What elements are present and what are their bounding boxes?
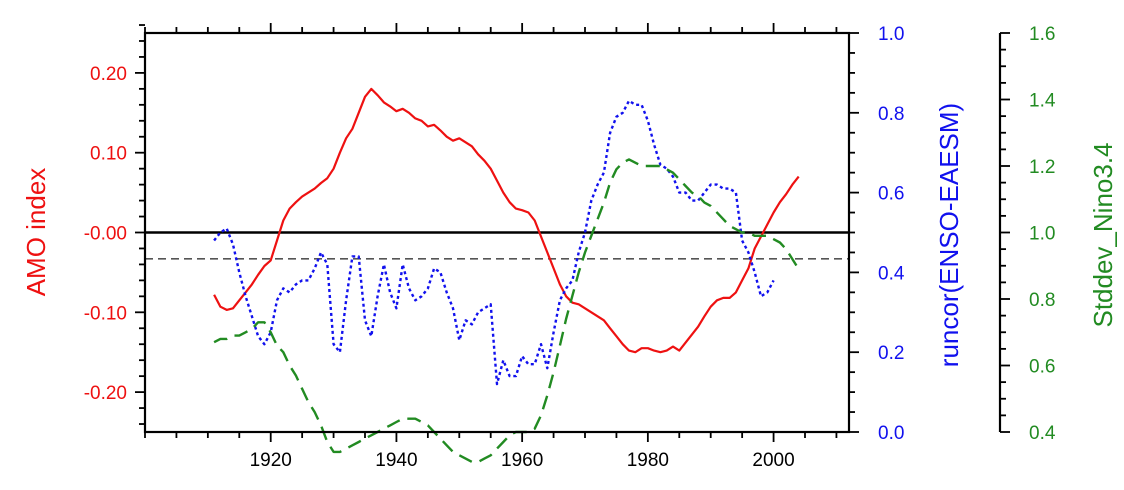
right-axis-runcor-title: runcor(ENSO-EAESM) [934,103,964,367]
right2-tick-label: 0.4 [1029,423,1056,444]
right2-tick-label: 1.2 [1029,157,1055,178]
right1-tick-label: 0.8 [878,104,904,125]
right1-tick-label: 0.4 [878,263,905,284]
x-tick-label: 1980 [627,450,669,471]
right1-tick-label: 1.0 [878,24,904,45]
left-axis: 0.20 0.10 -0.00 -0.10 -0.20 [84,24,145,425]
x-tick-label: 1920 [250,450,292,471]
right2-tick-label: 1.4 [1029,91,1056,112]
left-tick-label: 0.20 [90,64,127,85]
series-line-right2 [213,158,800,464]
series-line-left [213,87,800,354]
right1-tick-label: 0.0 [878,423,904,444]
right-axis-stddev: 1.6 1.4 1.2 1.0 0.8 0.6 0.4 [998,24,1056,444]
left-tick-label: 0.10 [90,144,127,165]
right-axis-stddev-title: Stddev_Nino3.4 [1088,142,1118,327]
left-tick-label: -0.10 [84,303,127,324]
right1-tick-label: 0.6 [878,184,904,205]
left-axis-title: AMO index [21,168,51,297]
right2-tick-label: 1.6 [1029,24,1055,45]
x-tick-label: 1960 [501,450,543,471]
right2-tick-label: 0.8 [1029,290,1055,311]
right2-tick-label: 1.0 [1029,224,1055,245]
right1-tick-label: 0.2 [878,343,904,364]
x-tick-label: 2000 [752,450,794,471]
left-tick-label: -0.00 [84,224,127,245]
right-axis-runcor: 1.0 0.8 0.6 0.4 0.2 0.0 [849,24,905,444]
series-lines [213,87,800,464]
left-tick-label: -0.20 [84,383,127,404]
x-tick-label: 1940 [375,450,417,471]
reference-lines [145,231,849,260]
right2-tick-label: 0.6 [1029,357,1055,378]
x-axis: 1920 1940 1960 1980 2000 [144,23,838,471]
series-line-right1 [213,99,775,386]
